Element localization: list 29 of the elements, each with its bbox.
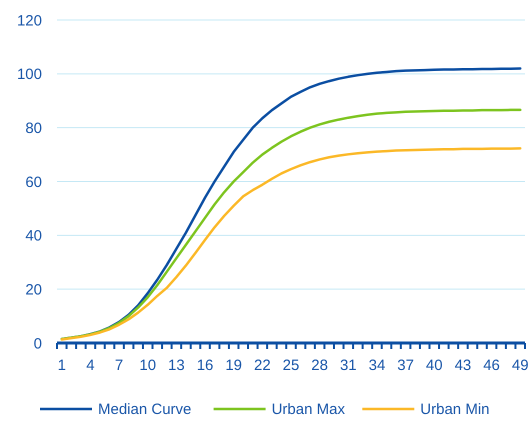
line-series (60, 147, 522, 341)
y-tick-label: 100 (16, 66, 42, 84)
x-tick-label: 22 (254, 357, 271, 374)
x-tick-label: 46 (483, 357, 500, 374)
y-tick-label: 60 (25, 174, 42, 191)
x-tick-label: 4 (86, 357, 95, 374)
y-tick-label: 40 (25, 228, 42, 245)
x-tick-label: 1 (58, 357, 66, 374)
x-tick-label: 28 (311, 357, 328, 374)
x-tick-label: 7 (114, 357, 124, 374)
legend-label: Urban Max (272, 401, 346, 418)
x-tick-label: 40 (426, 357, 443, 374)
x-tick-label: 37 (397, 357, 414, 374)
line-series (60, 108, 522, 340)
y-tick-label: 80 (25, 120, 42, 137)
y-tick-label: 20 (25, 281, 42, 298)
x-tick-label: 43 (454, 357, 472, 374)
legend-label: Urban Min (420, 401, 490, 418)
legend-label: Median Curve (98, 401, 192, 418)
x-tick-label: 13 (168, 357, 185, 374)
x-tick-label: 10 (139, 357, 156, 374)
x-tick-label: 25 (282, 357, 300, 374)
y-tick-label: 0 (34, 335, 42, 352)
y-tick-label: 120 (16, 12, 42, 30)
x-tick-label: 34 (368, 357, 386, 374)
x-tick-label: 31 (340, 357, 357, 374)
x-tick-label: 16 (196, 357, 214, 374)
x-tick-label: 49 (512, 357, 529, 374)
x-tick-label: 19 (225, 357, 242, 374)
